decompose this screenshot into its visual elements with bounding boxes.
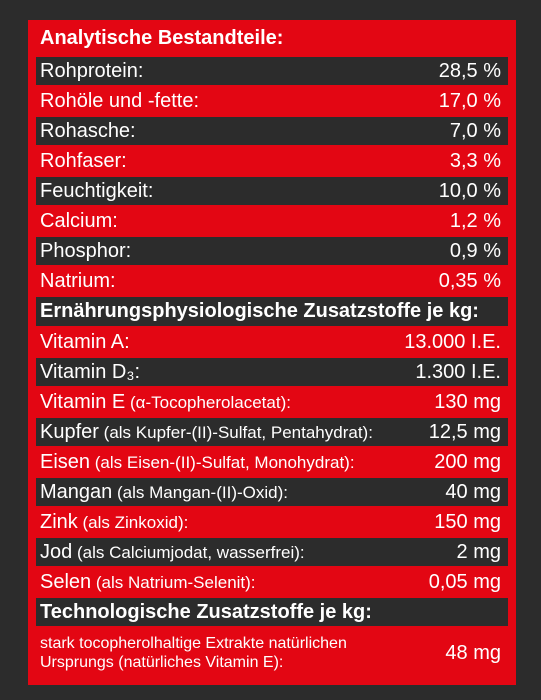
nutritional-row: Vitamin D₃: 1.300 I.E. (36, 358, 508, 386)
nutritional-row: Vitamin A: 13.000 I.E. (36, 328, 508, 356)
nutritional-row: Jod (als Calciumjodat, wasserfrei): 2 mg (36, 538, 508, 566)
analytical-row: Rohöle und -fette: 17,0 % (36, 87, 508, 115)
analytical-row: Rohfaser: 3,3 % (36, 147, 508, 175)
analytical-row: Phosphor: 0,9 % (36, 237, 508, 265)
heading-analytical: Analytische Bestandteile: (36, 25, 508, 52)
nutritional-row: Zink (als Zinkoxid): 150 mg (36, 508, 508, 536)
analytical-row: Calcium: 1,2 % (36, 207, 508, 235)
heading-technological: Technologische Zusatzstoffe je kg: (36, 598, 508, 626)
nutritional-row: Kupfer (als Kupfer-(II)-Sulfat, Pentahyd… (36, 418, 508, 446)
nutrition-table: Analytische Bestandteile: Rohprotein: 28,… (28, 20, 516, 685)
analytical-row: Rohprotein: 28,5 % (36, 57, 508, 85)
nutritional-row: Selen (als Natrium-Selenit): 0,05 mg (36, 568, 508, 596)
nutritional-row: Vitamin E (α-Tocopherolacetat): 130 mg (36, 388, 508, 416)
analytical-row: Rohasche: 7,0 % (36, 117, 508, 145)
heading-nutritional: Ernährungsphysiologische Zusatzstoffe je… (36, 297, 508, 326)
nutritional-row: Mangan (als Mangan-(II)-Oxid): 40 mg (36, 478, 508, 506)
nutritional-row: Eisen (als Eisen-(II)-Sulfat, Monohydrat… (36, 448, 508, 476)
analytical-row: Natrium: 0,35 % (36, 267, 508, 295)
technological-row: stark tocopherolhaltige Extrakte natürli… (36, 628, 508, 678)
analytical-row: Feuchtigkeit: 10,0 % (36, 177, 508, 205)
